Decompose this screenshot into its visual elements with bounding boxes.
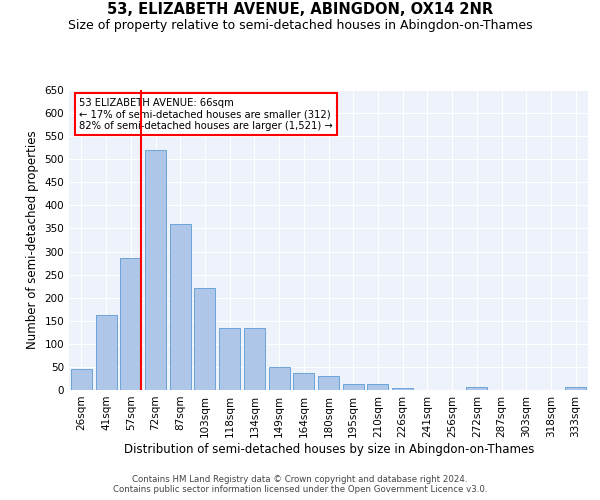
Y-axis label: Number of semi-detached properties: Number of semi-detached properties <box>26 130 39 350</box>
Text: Size of property relative to semi-detached houses in Abingdon-on-Thames: Size of property relative to semi-detach… <box>68 18 532 32</box>
Bar <box>219 328 240 390</box>
Text: 53 ELIZABETH AVENUE: 66sqm
← 17% of semi-detached houses are smaller (312)
82% o: 53 ELIZABETH AVENUE: 66sqm ← 17% of semi… <box>79 98 333 130</box>
Bar <box>293 374 314 390</box>
Bar <box>269 367 290 390</box>
Bar <box>466 387 487 390</box>
Bar <box>318 376 339 390</box>
Bar <box>170 224 191 390</box>
Bar <box>194 288 215 390</box>
Bar <box>71 369 92 390</box>
Text: 53, ELIZABETH AVENUE, ABINGDON, OX14 2NR: 53, ELIZABETH AVENUE, ABINGDON, OX14 2NR <box>107 2 493 18</box>
Text: Contains HM Land Registry data © Crown copyright and database right 2024.
Contai: Contains HM Land Registry data © Crown c… <box>113 474 487 494</box>
Bar <box>120 258 141 390</box>
Bar <box>343 384 364 390</box>
Bar <box>95 315 116 390</box>
Bar <box>145 150 166 390</box>
Bar <box>565 387 586 390</box>
Text: Distribution of semi-detached houses by size in Abingdon-on-Thames: Distribution of semi-detached houses by … <box>124 442 534 456</box>
Bar <box>392 388 413 390</box>
Bar <box>244 328 265 390</box>
Bar <box>367 384 388 390</box>
